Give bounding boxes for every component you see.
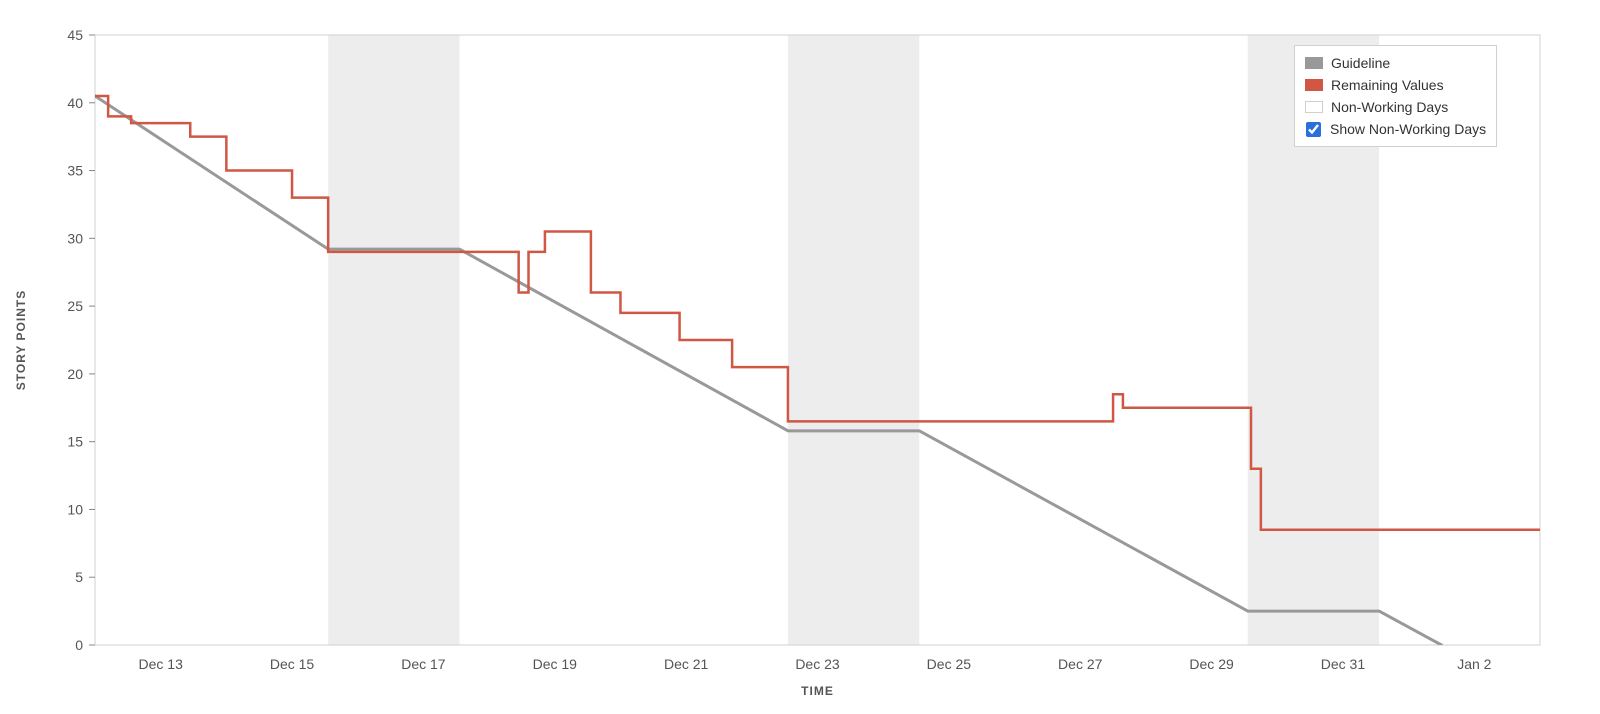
svg-text:Dec 31: Dec 31 (1321, 656, 1366, 672)
svg-text:15: 15 (67, 434, 83, 450)
legend-label: Guideline (1331, 55, 1390, 71)
svg-text:0: 0 (75, 637, 83, 653)
show-non-working-days-checkbox[interactable] (1306, 122, 1321, 137)
svg-text:Dec 27: Dec 27 (1058, 656, 1103, 672)
burndown-chart: 0 5 10 15 20 25 30 35 40 45 Dec 13 Dec 15 Dec 17 Dec … (0, 0, 1600, 714)
legend-swatch (1305, 57, 1323, 69)
svg-text:STORY POINTS: STORY POINTS (14, 290, 28, 390)
svg-text:Dec 23: Dec 23 (795, 656, 840, 672)
legend-swatch (1305, 101, 1323, 113)
svg-text:Dec 13: Dec 13 (139, 656, 184, 672)
svg-text:Dec 29: Dec 29 (1189, 656, 1234, 672)
svg-text:5: 5 (75, 569, 83, 585)
legend-item: Guideline (1305, 52, 1486, 74)
svg-text:25: 25 (67, 298, 83, 314)
svg-text:30: 30 (67, 230, 83, 246)
legend-item: Non-Working Days (1305, 96, 1486, 118)
svg-text:45: 45 (67, 27, 83, 43)
svg-text:Dec 17: Dec 17 (401, 656, 446, 672)
svg-text:Dec 21: Dec 21 (664, 656, 709, 672)
svg-text:Dec 15: Dec 15 (270, 656, 315, 672)
chart-legend: Guideline Remaining Values Non-Working Day… (1294, 45, 1497, 147)
legend-label: Non-Working Days (1331, 99, 1448, 115)
svg-text:10: 10 (67, 501, 83, 517)
legend-label: Show Non-Working Days (1330, 121, 1486, 137)
svg-text:TIME: TIME (801, 684, 834, 698)
svg-text:Dec 25: Dec 25 (927, 656, 972, 672)
legend-swatch (1305, 79, 1323, 91)
svg-text:Jan 2: Jan 2 (1457, 656, 1491, 672)
legend-item: Show Non-Working Days (1305, 118, 1486, 140)
legend-item: Remaining Values (1305, 74, 1486, 96)
legend-label: Remaining Values (1331, 77, 1444, 93)
svg-text:Dec 19: Dec 19 (533, 656, 578, 672)
svg-text:20: 20 (67, 366, 83, 382)
svg-text:35: 35 (67, 163, 83, 179)
svg-text:40: 40 (67, 95, 83, 111)
